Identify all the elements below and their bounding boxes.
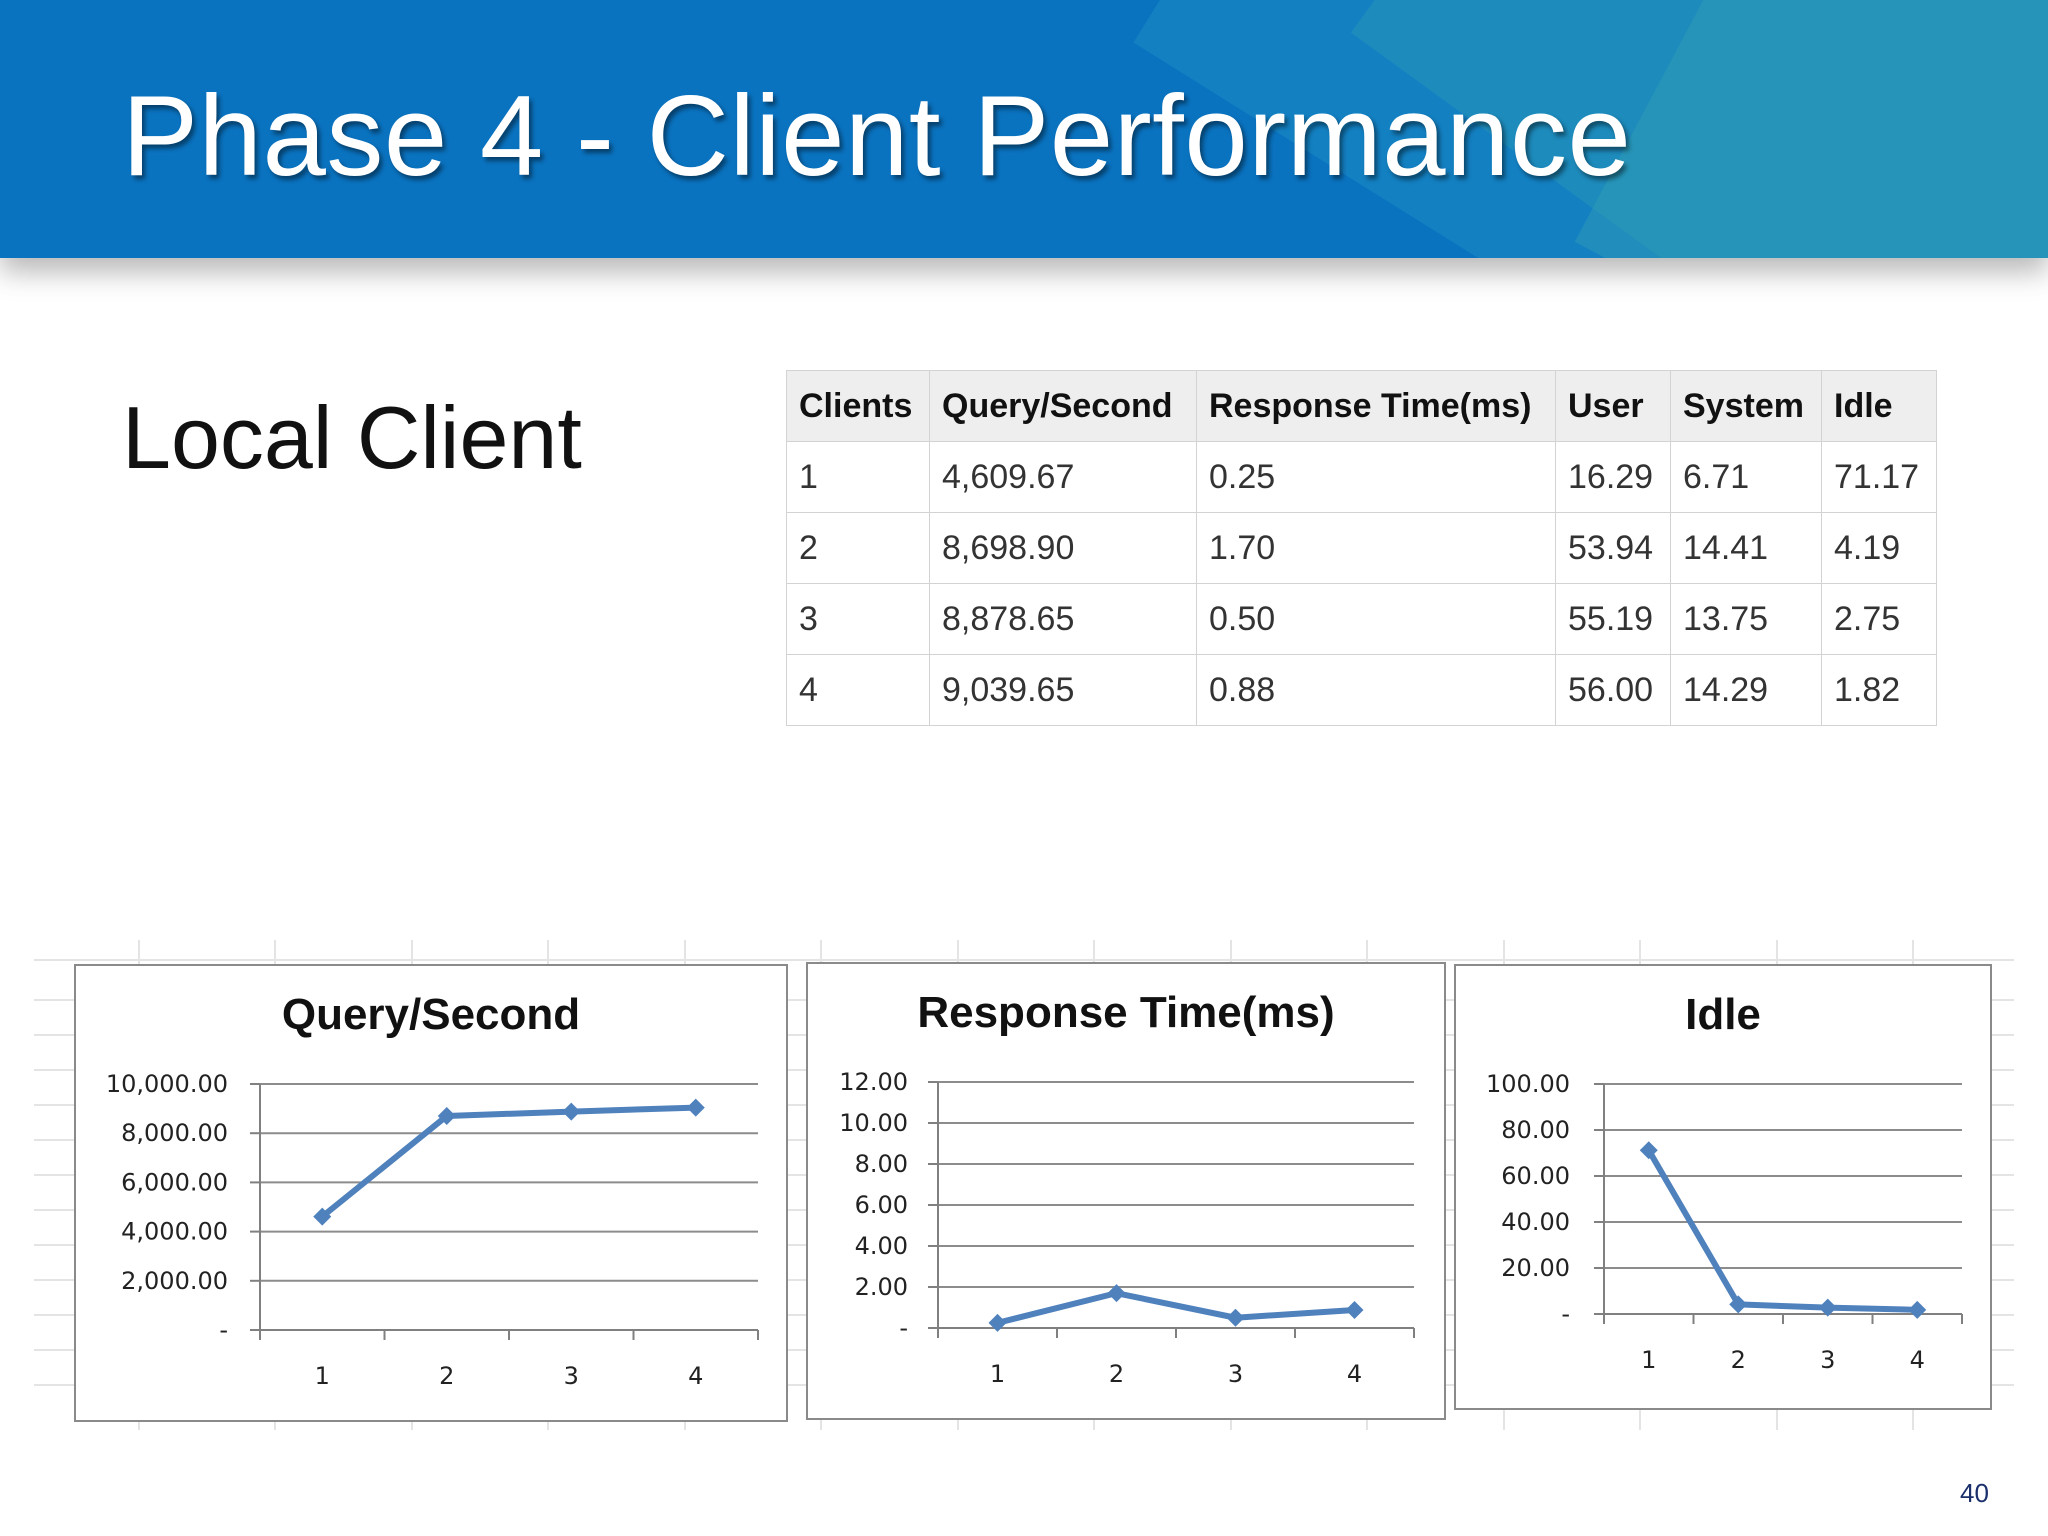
data-point-marker bbox=[313, 1207, 332, 1226]
table-row: 1 4,609.67 0.25 16.29 6.71 71.17 bbox=[786, 441, 1937, 513]
slide-title: Phase 4 - Client Performance bbox=[122, 73, 1632, 200]
x-tick-label: 4 bbox=[1910, 1346, 1925, 1374]
table-cell: 71.17 bbox=[1821, 441, 1937, 513]
table-cell: 6.71 bbox=[1670, 441, 1822, 513]
data-point-marker bbox=[686, 1098, 705, 1117]
data-point-marker bbox=[988, 1313, 1007, 1332]
y-tick-label: 12.00 bbox=[839, 1068, 908, 1096]
table-cell: 14.41 bbox=[1670, 512, 1822, 584]
data-point-marker bbox=[1729, 1295, 1748, 1314]
title-banner: Phase 4 - Client Performance bbox=[0, 0, 2048, 258]
table-cell: 0.50 bbox=[1196, 583, 1556, 655]
table-cell: 2 bbox=[786, 512, 930, 584]
table-row: 2 8,698.90 1.70 53.94 14.41 4.19 bbox=[786, 512, 1937, 584]
x-tick-label: 3 bbox=[1228, 1360, 1243, 1388]
data-point-marker bbox=[562, 1102, 581, 1121]
y-tick-label: 6,000.00 bbox=[121, 1168, 228, 1196]
y-tick-label: 20.00 bbox=[1501, 1254, 1570, 1282]
series-line bbox=[996, 1290, 1355, 1326]
y-tick-label: 60.00 bbox=[1501, 1162, 1570, 1190]
data-point-marker bbox=[1908, 1300, 1927, 1319]
y-tick-label: 6.00 bbox=[855, 1191, 908, 1219]
table-cell: 1.70 bbox=[1196, 512, 1556, 584]
table-cell: 4,609.67 bbox=[929, 441, 1197, 513]
table-cell: 8,698.90 bbox=[929, 512, 1197, 584]
y-tick-label: 4,000.00 bbox=[121, 1218, 228, 1246]
y-tick-label: 2.00 bbox=[855, 1273, 908, 1301]
table-row: 4 9,039.65 0.88 56.00 14.29 1.82 bbox=[786, 654, 1937, 726]
column-header-clients: Clients bbox=[786, 370, 930, 442]
table-cell: 0.88 bbox=[1196, 654, 1556, 726]
table-cell: 1.82 bbox=[1821, 654, 1937, 726]
y-tick-label: 8.00 bbox=[855, 1150, 908, 1178]
table-cell: 53.94 bbox=[1555, 512, 1671, 584]
x-tick-label: 1 bbox=[315, 1362, 330, 1390]
query-second-chart: - 2,000.00 4,000.00 6,000.00 8,000.00 10,000.… bbox=[74, 964, 788, 1422]
table-cell: 55.19 bbox=[1555, 583, 1671, 655]
table-cell: 2.75 bbox=[1821, 583, 1937, 655]
table-cell: 14.29 bbox=[1670, 654, 1822, 726]
x-tick-label: 2 bbox=[1109, 1360, 1124, 1388]
y-tick-label: 2,000.00 bbox=[121, 1267, 228, 1295]
column-header-query-second: Query/Second bbox=[929, 370, 1197, 442]
table-cell: 3 bbox=[786, 583, 930, 655]
performance-table: Clients Query/Second Response Time(ms) U… bbox=[786, 370, 1937, 726]
y-tick-label: 4.00 bbox=[855, 1232, 908, 1260]
x-tick-label: 1 bbox=[1641, 1346, 1656, 1374]
chart-title: Idle bbox=[1685, 990, 1761, 1039]
y-tick-label: 10,000.00 bbox=[106, 1070, 228, 1098]
table-cell: 13.75 bbox=[1670, 583, 1822, 655]
column-header-idle: Idle bbox=[1821, 370, 1937, 442]
data-point-marker bbox=[1226, 1308, 1245, 1327]
y-tick-label: 100.00 bbox=[1486, 1070, 1570, 1098]
column-header-response-time: Response Time(ms) bbox=[1196, 370, 1556, 442]
x-tick-label: 2 bbox=[439, 1362, 454, 1390]
y-tick-label: - bbox=[1561, 1300, 1570, 1328]
table-cell: 16.29 bbox=[1555, 441, 1671, 513]
table-cell: 4 bbox=[786, 654, 930, 726]
data-point-marker bbox=[1345, 1300, 1364, 1319]
table-cell: 1 bbox=[786, 441, 930, 513]
x-tick-label: 3 bbox=[564, 1362, 579, 1390]
x-tick-label: 1 bbox=[990, 1360, 1005, 1388]
x-tick-label: 4 bbox=[688, 1362, 703, 1390]
table-row: 3 8,878.65 0.50 55.19 13.75 2.75 bbox=[786, 583, 1937, 655]
data-point-marker bbox=[1818, 1298, 1837, 1317]
data-point-marker bbox=[1639, 1141, 1658, 1160]
table-cell: 8,878.65 bbox=[929, 583, 1197, 655]
y-tick-label: 40.00 bbox=[1501, 1208, 1570, 1236]
x-tick-label: 2 bbox=[1731, 1346, 1746, 1374]
table-cell: 4.19 bbox=[1821, 512, 1937, 584]
y-tick-label: 8,000.00 bbox=[121, 1119, 228, 1147]
chart-plot-area: - 20.00 40.00 60.00 80.00 100.00 1 2 3 4 bbox=[1486, 1070, 1963, 1374]
slide-subtitle: Local Client bbox=[122, 388, 582, 487]
chart-title: Query/Second bbox=[281, 990, 581, 1039]
y-tick-label: 80.00 bbox=[1501, 1116, 1570, 1144]
column-header-system: System bbox=[1670, 370, 1822, 442]
x-tick-label: 4 bbox=[1347, 1360, 1362, 1388]
chart-plot-area: - 2.00 4.00 6.00 8.00 10.00 12.00 1 2 3 4 bbox=[839, 1068, 1415, 1388]
x-tick-label: 3 bbox=[1820, 1346, 1835, 1374]
table-header-row: Clients Query/Second Response Time(ms) U… bbox=[786, 370, 1937, 442]
y-tick-label: - bbox=[899, 1314, 908, 1342]
series-line bbox=[320, 1104, 696, 1219]
chart-plot-area: - 2,000.00 4,000.00 6,000.00 8,000.00 10,000.… bbox=[106, 1070, 759, 1390]
table-cell: 9,039.65 bbox=[929, 654, 1197, 726]
table-cell: 0.25 bbox=[1196, 441, 1556, 513]
series-line bbox=[1646, 1148, 1918, 1313]
table-cell: 56.00 bbox=[1555, 654, 1671, 726]
column-header-user: User bbox=[1555, 370, 1671, 442]
y-tick-label: 10.00 bbox=[839, 1109, 908, 1137]
page-number: 40 bbox=[1960, 1478, 1989, 1508]
chart-title: Response Time(ms) bbox=[917, 988, 1335, 1037]
response-time-chart: - 2.00 4.00 6.00 8.00 10.00 12.00 1 2 3 4 Response… bbox=[806, 962, 1446, 1420]
data-point-marker bbox=[437, 1107, 456, 1126]
idle-chart: - 20.00 40.00 60.00 80.00 100.00 1 2 3 4 Idle bbox=[1454, 964, 1992, 1410]
data-point-marker bbox=[1107, 1284, 1126, 1303]
y-tick-label: - bbox=[219, 1316, 228, 1344]
